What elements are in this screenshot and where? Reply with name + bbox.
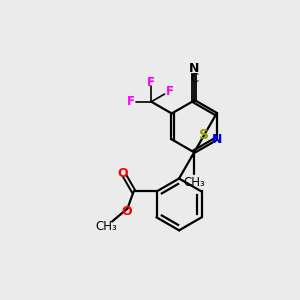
Text: O: O [121, 206, 131, 218]
Text: F: F [127, 95, 135, 108]
Text: C: C [190, 72, 199, 85]
Text: CH₃: CH₃ [95, 220, 117, 233]
Text: S: S [199, 128, 209, 142]
Text: F: F [166, 85, 174, 98]
Text: N: N [212, 133, 222, 146]
Text: O: O [118, 167, 128, 180]
Text: F: F [147, 76, 155, 89]
Text: N: N [189, 62, 200, 75]
Text: CH₃: CH₃ [183, 176, 205, 189]
